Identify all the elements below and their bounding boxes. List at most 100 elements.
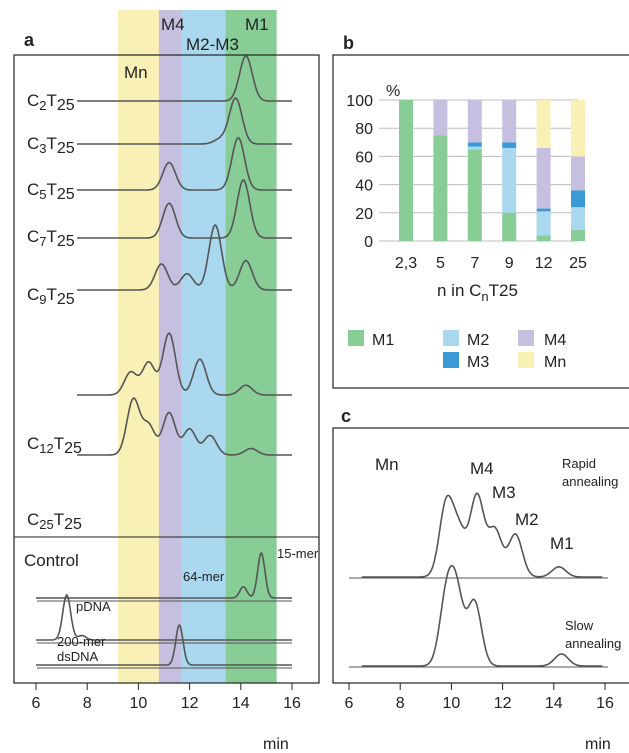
- control-note-pdna: pDNA: [76, 599, 111, 614]
- slow-label-2: annealing: [565, 636, 621, 651]
- trace-c2t25: [77, 55, 292, 102]
- slow-label-1: Slow: [565, 618, 594, 633]
- trace-label-part-n: 5: [39, 187, 46, 202]
- control-label: Control: [24, 551, 79, 570]
- trace-label-c9t25: C9T25: [27, 285, 75, 308]
- x-tick-label-c-6: 6: [345, 695, 354, 712]
- retention-bands: [117, 10, 277, 683]
- band-label-m4: M4: [161, 15, 185, 34]
- bar-m3-25: [571, 190, 585, 208]
- panel-c-letter: c: [341, 406, 351, 426]
- trace-c25t25: [77, 397, 292, 456]
- panel-b-legend: M1 M2 M3 M4 Mn: [348, 330, 566, 371]
- panel-c-label-m2: M2: [515, 510, 539, 529]
- control-note-64mer: 64-mer: [183, 569, 225, 584]
- trace-label-part-t: T: [47, 285, 57, 304]
- legend-swatch-m3: [443, 352, 459, 368]
- y-tick-label-20: 20: [355, 206, 373, 223]
- x-tick-label-c-10: 10: [443, 695, 461, 712]
- trace-label-part-c: C: [27, 91, 39, 110]
- trace-label-part-s: 25: [57, 233, 75, 250]
- trace-c9t25: [77, 223, 292, 291]
- legend-label-m3: M3: [467, 354, 489, 371]
- trace-c3t25: [77, 97, 292, 145]
- legend-label-m2: M2: [467, 332, 489, 349]
- x-tick-label-a-10: 10: [130, 695, 148, 712]
- sample-traces: [36, 55, 292, 669]
- x-tick-label-a-12: 12: [181, 695, 199, 712]
- trace-label-part-t: T: [47, 180, 57, 199]
- x-label-text: n in C: [437, 281, 481, 300]
- bar-m2-7: [467, 146, 482, 150]
- panel-a-frame: [13, 54, 320, 684]
- bar-m1-25: [571, 229, 585, 241]
- control-trace-200-mer-dsdna: [36, 623, 292, 666]
- x-tick-label-c-12: 12: [494, 695, 512, 712]
- rapid-label-1: Rapid: [562, 456, 596, 471]
- y-tick-label-0: 0: [364, 234, 373, 251]
- bar-m1-5: [433, 135, 448, 241]
- trace-label-part-n: 9: [39, 292, 46, 307]
- x-tick-label-b-2-3: 2,3: [395, 255, 417, 272]
- trace-label-c2t25: C2T25: [27, 91, 75, 114]
- control-trace-64-mer-15-mer: [36, 551, 292, 599]
- x-tick-label-b-9: 9: [505, 255, 514, 272]
- trace-label-c12t25: C12T25: [27, 434, 82, 457]
- x-tick-label-b-7: 7: [470, 255, 479, 272]
- control-note-200mer: 200-mer: [57, 634, 106, 649]
- trace-label-c3t25: C3T25: [27, 134, 75, 157]
- panel-a-x-unit: min: [263, 736, 289, 753]
- trace-label-part-t: T: [54, 510, 64, 529]
- x-tick-label-c-8: 8: [396, 695, 405, 712]
- trace-label-c25t25: C25T25: [27, 510, 82, 533]
- y-tick-label-100: 100: [346, 93, 373, 110]
- bar-m4-7: [467, 100, 482, 143]
- panel-c-label-mn: Mn: [375, 455, 399, 474]
- bar-mn-12: [536, 100, 551, 148]
- bar-m1-2-3: [399, 100, 413, 241]
- legend-label-m4: M4: [544, 332, 566, 349]
- bar-m4-25: [571, 156, 585, 191]
- x-tick-label-a-14: 14: [232, 695, 250, 712]
- trace-label-part-t: T: [47, 134, 57, 153]
- band-m4: [158, 10, 182, 683]
- panel-a-letter: a: [24, 30, 35, 50]
- bar-m3-9: [502, 142, 517, 148]
- annealing-traces: [349, 492, 608, 668]
- trace-label-part-s: 25: [57, 140, 75, 157]
- x-tick-label-b-25: 25: [569, 255, 587, 272]
- bar-m4-9: [502, 100, 517, 143]
- bar-m3-7: [467, 142, 482, 147]
- legend-label-mn: Mn: [544, 354, 566, 371]
- trace-label-part-t: T: [54, 434, 64, 453]
- legend-label-m1: M1: [372, 332, 394, 349]
- trace-c5t25: [77, 137, 292, 191]
- trace-label-part-t: T: [47, 91, 57, 110]
- band-m1: [225, 10, 277, 683]
- bar-m1-9: [502, 212, 517, 241]
- band-mn: [117, 10, 159, 683]
- bar-m4-12: [536, 147, 551, 209]
- trace-label-part-c: C: [27, 180, 39, 199]
- panel-b-frame: [332, 54, 629, 389]
- trace-c12t25: [77, 332, 292, 396]
- trace-label-part-c: C: [27, 285, 39, 304]
- trace-c7t25: [77, 179, 292, 239]
- band-label-m2-m3: M2-M3: [186, 35, 239, 54]
- x-label-sub: n: [481, 289, 488, 304]
- y-tick-label-40: 40: [355, 178, 373, 195]
- trace-label-part-n: 12: [39, 441, 53, 456]
- trace-label-part-c: C: [27, 434, 39, 453]
- panel-c-label-m4: M4: [470, 459, 494, 478]
- panel-c-label-m3: M3: [492, 483, 516, 502]
- panel-b-x-label: n in CnT25: [437, 281, 518, 304]
- panel-b-y-label: %: [386, 83, 400, 100]
- x-tick-label-a-8: 8: [83, 695, 92, 712]
- trace-slow-annealing: [361, 564, 603, 667]
- band-label-mn: Mn: [124, 63, 148, 82]
- panel-c-frame: [332, 427, 629, 684]
- x-tick-label-b-5: 5: [436, 255, 445, 272]
- bar-m3-12: [536, 208, 551, 212]
- bar-mn-25: [571, 100, 585, 157]
